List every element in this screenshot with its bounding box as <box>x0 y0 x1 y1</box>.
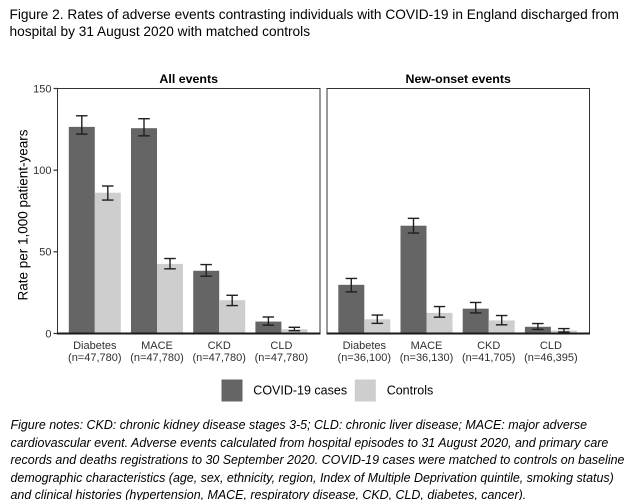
svg-text:Rate per 1,000 patient-years: Rate per 1,000 patient-years <box>16 129 31 300</box>
svg-text:COVID-19 cases: COVID-19 cases <box>253 384 347 398</box>
svg-text:Diabetes: Diabetes <box>343 340 387 352</box>
svg-text:New-onset events: New-onset events <box>406 72 511 86</box>
svg-text:100: 100 <box>33 165 51 177</box>
svg-text:MACE: MACE <box>411 340 443 352</box>
svg-text:(n=47,780): (n=47,780) <box>130 352 184 364</box>
svg-text:MACE: MACE <box>141 340 173 352</box>
svg-text:(n=36,100): (n=36,100) <box>338 352 392 364</box>
svg-text:(n=41,705): (n=41,705) <box>462 352 516 364</box>
svg-text:(n=47,780): (n=47,780) <box>68 352 122 364</box>
svg-text:Diabetes: Diabetes <box>73 340 117 352</box>
svg-text:Controls: Controls <box>387 384 434 398</box>
svg-text:(n=47,780): (n=47,780) <box>192 352 246 364</box>
svg-text:(n=47,780): (n=47,780) <box>255 352 309 364</box>
svg-text:50: 50 <box>39 247 51 259</box>
svg-text:(n=36,130): (n=36,130) <box>400 352 454 364</box>
svg-text:0: 0 <box>45 328 51 340</box>
svg-text:CKD: CKD <box>477 340 500 352</box>
svg-text:CLD: CLD <box>540 340 562 352</box>
svg-text:All events: All events <box>159 72 218 86</box>
svg-text:CKD: CKD <box>208 340 231 352</box>
svg-text:(n=46,395): (n=46,395) <box>524 352 578 364</box>
svg-text:CLD: CLD <box>270 340 292 352</box>
svg-text:150: 150 <box>33 83 51 95</box>
